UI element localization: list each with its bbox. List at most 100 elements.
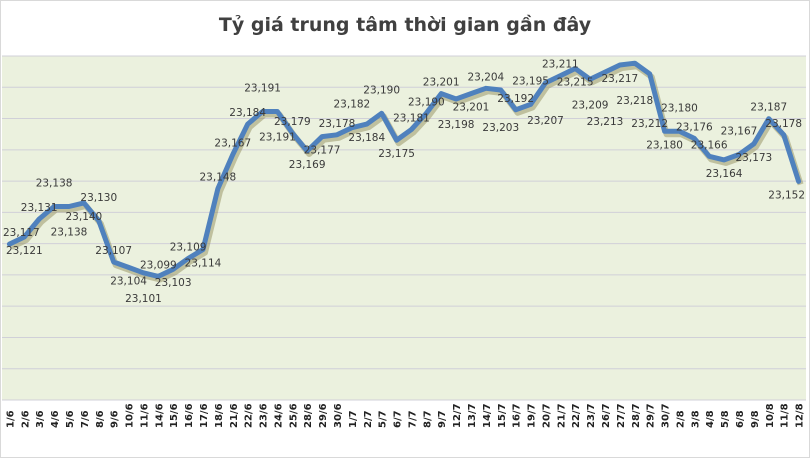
x-tick-label: 27/7 [616, 403, 627, 428]
x-tick-label: 29/6 [318, 403, 329, 428]
data-point [349, 125, 354, 130]
data-point [37, 217, 42, 222]
data-point [81, 200, 86, 205]
x-tick-label: 4/6 [50, 410, 61, 428]
x-tick-label: 16/6 [184, 403, 195, 428]
x-tick-label: 2/8 [675, 410, 686, 428]
data-label: 23,213 [587, 116, 624, 128]
data-label: 23,148 [200, 172, 237, 184]
data-label: 23,201 [423, 77, 460, 89]
data-label: 23,104 [110, 275, 147, 287]
x-tick-label: 13/7 [467, 403, 478, 428]
data-point [766, 116, 771, 121]
data-label: 23,180 [661, 102, 698, 114]
x-tick-label: 2/7 [363, 410, 374, 428]
data-label: 23,178 [319, 118, 356, 130]
data-label: 23,217 [602, 73, 639, 85]
x-tick-label: 1/6 [5, 410, 16, 428]
x-tick-label: 7/7 [407, 410, 418, 428]
data-point [409, 127, 414, 132]
data-label: 23,140 [66, 211, 103, 223]
x-tick-label: 22/7 [571, 403, 582, 428]
x-tick-label: 9/7 [437, 410, 448, 428]
x-tick-label: 20/7 [541, 403, 552, 428]
data-label: 23,211 [542, 59, 579, 71]
data-point [67, 204, 71, 209]
x-tick-label: 15/7 [497, 403, 508, 428]
data-label: 23,117 [3, 227, 40, 239]
data-label: 23,179 [274, 116, 311, 128]
data-point [751, 141, 756, 146]
x-tick-label: 21/6 [229, 403, 240, 428]
x-tick-label: 11/8 [780, 403, 791, 428]
data-label: 23,212 [631, 118, 668, 130]
x-tick-label: 17/6 [199, 403, 210, 428]
data-label: 23,191 [244, 83, 281, 95]
data-point [588, 77, 593, 82]
data-label: 23,101 [125, 293, 162, 305]
x-tick-label: 15/6 [169, 403, 180, 428]
data-point [364, 122, 369, 127]
series-line [6, 60, 802, 279]
data-label: 23,166 [691, 139, 728, 151]
x-tick-label: 11/6 [139, 403, 150, 428]
x-tick-label: 5/6 [65, 410, 76, 428]
data-label: 23,138 [51, 227, 88, 239]
data-point [7, 242, 12, 247]
x-tick-label: 3/8 [690, 410, 701, 428]
plot-area [2, 56, 806, 400]
data-point [275, 109, 280, 114]
data-label: 23,201 [453, 102, 490, 114]
data-point [692, 136, 697, 141]
x-tick-label: 30/6 [333, 403, 344, 428]
data-label: 23,175 [378, 148, 415, 160]
x-tick-label: 23/6 [259, 403, 270, 428]
data-label: 23,203 [482, 122, 519, 134]
data-label: 23,178 [765, 118, 802, 130]
data-label: 23,114 [185, 258, 222, 270]
data-label: 23,176 [676, 121, 713, 133]
x-tick-label: 10/8 [765, 403, 776, 428]
data-point [498, 88, 503, 93]
data-label: 23,130 [80, 192, 117, 204]
data-label: 23,182 [334, 99, 371, 111]
x-tick-label: 22/6 [244, 403, 255, 428]
data-label: 23,198 [438, 119, 475, 131]
data-point [186, 256, 191, 261]
data-label: 23,121 [6, 245, 43, 257]
data-label: 23,187 [750, 102, 787, 114]
data-label: 23,184 [229, 107, 266, 119]
data-label: 23,173 [736, 152, 773, 164]
data-point [722, 157, 727, 162]
x-tick-label: 12/7 [452, 403, 463, 428]
x-tick-label: 29/7 [646, 403, 657, 428]
data-label: 23,209 [572, 99, 609, 111]
x-tick-label: 12/8 [795, 403, 806, 428]
data-point [245, 122, 250, 127]
x-tick-label: 8/6 [95, 410, 106, 428]
x-tick-label: 16/7 [512, 403, 523, 428]
data-label: 23,180 [646, 139, 683, 151]
x-tick-label: 2/6 [20, 410, 31, 428]
x-tick-label: 5/8 [720, 410, 731, 428]
x-tick-label: 7/6 [80, 410, 91, 428]
data-label: 23,184 [348, 132, 385, 144]
data-point [662, 129, 667, 134]
x-tick-label: 5/7 [378, 410, 389, 428]
x-tick-label: 18/6 [214, 403, 225, 428]
data-point [260, 109, 265, 114]
x-tick-label: 1/7 [348, 410, 359, 428]
data-label: 23,190 [408, 96, 445, 108]
x-tick-label: 8/7 [422, 410, 433, 428]
x-tick-label: 19/7 [527, 403, 538, 428]
data-point [796, 179, 801, 184]
data-point [290, 131, 295, 136]
data-point [617, 62, 622, 67]
x-tick-label: 4/8 [705, 410, 716, 428]
data-point [394, 138, 399, 143]
data-label: 23,138 [36, 178, 73, 190]
data-label: 23,204 [468, 71, 505, 83]
data-label: 23,190 [363, 84, 400, 96]
data-point [528, 102, 533, 107]
x-tick-label: 21/7 [556, 403, 567, 428]
